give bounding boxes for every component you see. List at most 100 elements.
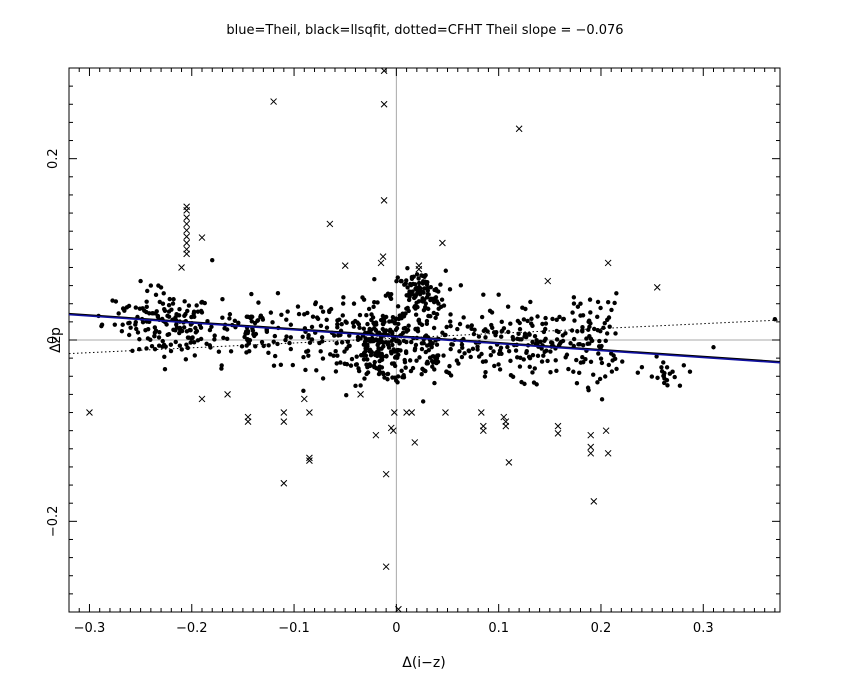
data-point (219, 366, 224, 371)
data-point (530, 339, 535, 345)
x-tick-label: −0.2 (176, 621, 208, 636)
data-point (219, 363, 224, 368)
data-point (614, 366, 619, 372)
data-point (303, 367, 308, 373)
data-point (119, 328, 125, 334)
data-point (314, 368, 319, 373)
data-point (313, 301, 318, 307)
data-point (112, 322, 118, 327)
data-point (318, 323, 324, 328)
data-point (599, 360, 605, 366)
data-point (221, 335, 226, 341)
data-point (390, 342, 395, 348)
data-point (335, 353, 340, 358)
data-point (344, 393, 349, 398)
data-point (249, 291, 254, 297)
data-point (439, 297, 445, 302)
data-point (431, 360, 436, 365)
data-point (182, 299, 187, 304)
data-point (431, 325, 437, 331)
outlier-point (380, 100, 388, 108)
data-point (337, 317, 342, 322)
data-point (587, 297, 593, 302)
outlier-point (86, 409, 93, 416)
data-point (517, 320, 522, 326)
data-point (150, 311, 155, 316)
data-point (539, 359, 545, 364)
data-point (367, 328, 372, 334)
data-point (541, 329, 547, 335)
data-point (401, 326, 407, 331)
data-point (574, 357, 579, 363)
data-point (462, 351, 467, 356)
data-point (605, 299, 611, 305)
data-point (307, 340, 313, 345)
data-point (333, 349, 338, 354)
data-point (505, 344, 510, 350)
data-point (515, 336, 520, 341)
data-point (368, 363, 373, 369)
data-point (171, 297, 176, 302)
data-point (324, 317, 329, 323)
outlier-point (178, 264, 185, 271)
data-point (598, 356, 604, 361)
data-point (499, 334, 504, 339)
data-point (426, 313, 431, 319)
data-point (160, 338, 165, 344)
data-point (236, 320, 241, 326)
data-point (361, 326, 367, 331)
data-point (344, 362, 350, 367)
data-point (365, 357, 370, 362)
data-point (413, 282, 418, 287)
data-point (128, 325, 133, 330)
data-point (604, 331, 610, 336)
outlier-point (183, 226, 191, 234)
data-point (587, 341, 592, 346)
data-point (320, 309, 326, 314)
data-point (395, 355, 400, 360)
data-point (388, 291, 394, 297)
data-point (127, 320, 132, 325)
outlier-point (198, 234, 206, 241)
data-point (449, 342, 454, 347)
outlier-point (379, 253, 387, 260)
data-point (343, 319, 348, 324)
data-point (655, 375, 660, 381)
data-point (420, 279, 426, 284)
data-point (283, 337, 288, 343)
data-point (499, 319, 504, 325)
outlier-point (382, 563, 390, 571)
outlier-point (372, 431, 380, 439)
data-point (432, 380, 437, 386)
data-point (497, 367, 503, 372)
data-point (398, 278, 404, 284)
data-point (488, 352, 494, 358)
data-point (396, 339, 402, 344)
outlier-point (415, 262, 423, 270)
data-point (174, 311, 179, 317)
data-point (361, 350, 367, 356)
data-point (144, 304, 149, 310)
data-point (571, 301, 577, 306)
data-point (354, 362, 360, 367)
outlier-point (403, 409, 410, 416)
y-axis-label: Δzp (48, 327, 64, 353)
data-point (181, 325, 187, 330)
data-point (395, 304, 401, 309)
outlier-point (300, 395, 308, 403)
data-point (424, 343, 430, 348)
data-point (309, 324, 315, 330)
data-point (422, 286, 427, 291)
data-point (465, 324, 470, 329)
data-point (570, 310, 575, 315)
data-point (138, 278, 143, 284)
outlier-point (554, 430, 562, 437)
data-point (423, 272, 428, 278)
data-point (472, 327, 477, 333)
data-point (179, 347, 184, 352)
data-point (563, 331, 568, 336)
data-point (687, 369, 693, 374)
data-point (448, 319, 453, 324)
data-point (530, 323, 535, 329)
data-point (535, 353, 541, 359)
